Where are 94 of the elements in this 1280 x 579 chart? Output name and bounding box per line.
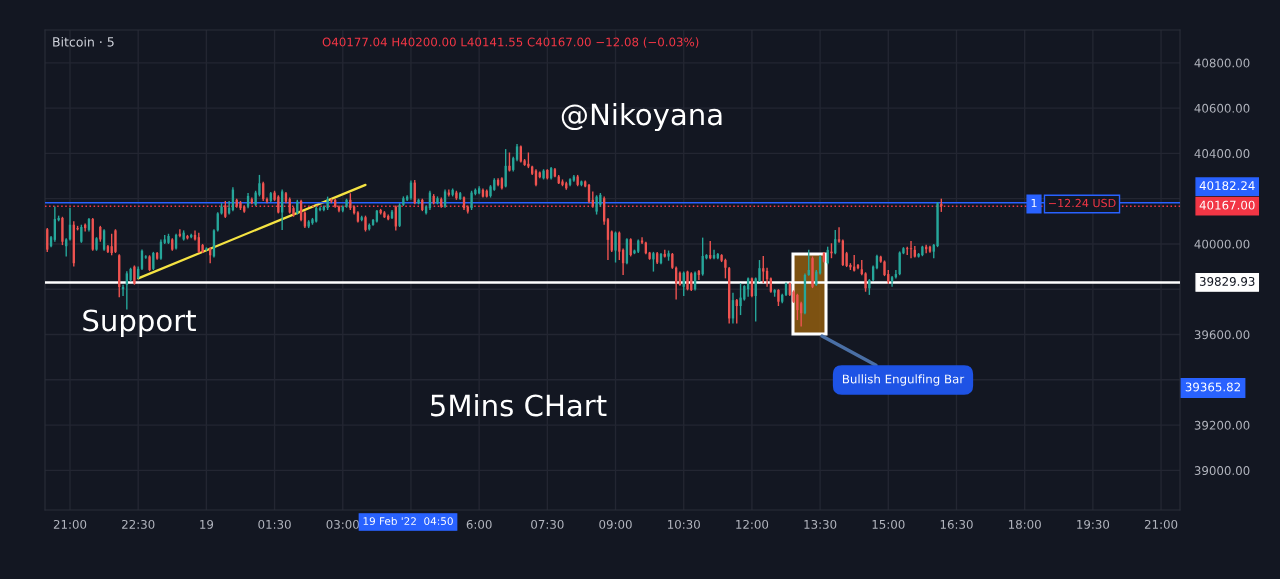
candlestick bbox=[455, 190, 458, 201]
candlestick bbox=[542, 168, 545, 181]
x-tick-label: 16:30 bbox=[940, 519, 973, 529]
annotation: Support bbox=[83, 309, 196, 338]
candlestick bbox=[364, 214, 367, 233]
x-tick-label: 03:00 bbox=[326, 519, 359, 529]
chart-title: Bitcoin · 5 bbox=[53, 36, 114, 47]
annotation: Bullish Engulfing Bar bbox=[842, 374, 965, 386]
y-tick-label: 40400.00 bbox=[1194, 149, 1250, 159]
candlestick bbox=[330, 197, 333, 204]
candlestick bbox=[837, 226, 841, 244]
candlestick bbox=[599, 192, 602, 208]
candlestick bbox=[80, 224, 83, 244]
candlestick bbox=[580, 179, 583, 187]
candlestick bbox=[61, 216, 64, 246]
annotation: 5Mins CHart bbox=[431, 393, 607, 417]
annotation: −12.24 USD bbox=[1048, 198, 1116, 208]
x-tick-label: 19 bbox=[200, 519, 214, 529]
x-tick-label: 10:30 bbox=[668, 519, 700, 529]
x-tick-label: 15:00 bbox=[872, 519, 905, 529]
candlestick bbox=[508, 151, 511, 173]
candlestick bbox=[417, 197, 420, 206]
candlestick bbox=[504, 148, 507, 189]
annotation: 1 bbox=[1031, 198, 1037, 208]
candlestick bbox=[936, 201, 939, 248]
text: 19 Feb '22 04:50 bbox=[363, 516, 453, 526]
candlestick bbox=[345, 197, 348, 209]
candlestick bbox=[667, 249, 670, 262]
candlestick bbox=[561, 178, 564, 187]
candlestick bbox=[307, 219, 310, 229]
x-tick-label: 01:30 bbox=[258, 519, 291, 529]
x-tick-label: 21:00 bbox=[1144, 519, 1178, 529]
candlestick bbox=[182, 229, 185, 242]
x-tick-label: 13:30 bbox=[804, 519, 837, 529]
x-tick-label: 12:00 bbox=[736, 519, 769, 529]
ref-line-label: 40182.24 bbox=[1199, 181, 1255, 191]
candlestick bbox=[898, 250, 901, 276]
x-tick-label: 19:30 bbox=[1077, 519, 1110, 529]
candlestick bbox=[595, 194, 598, 216]
candlestick bbox=[398, 202, 401, 228]
candlestick bbox=[402, 195, 405, 207]
candlestick bbox=[811, 255, 814, 289]
candlestick bbox=[148, 254, 151, 272]
candlestick bbox=[379, 208, 382, 216]
candlestick bbox=[489, 184, 492, 199]
candlestick bbox=[186, 234, 189, 241]
ref-line-label: 39829.93 bbox=[1199, 276, 1255, 286]
candlestick bbox=[864, 271, 867, 293]
candlestick bbox=[167, 233, 170, 245]
y-tick-label: 39600.00 bbox=[1194, 330, 1250, 340]
y-tick-label: 39000.00 bbox=[1194, 466, 1250, 476]
x-tick-label: 09:00 bbox=[599, 519, 632, 529]
candlestick bbox=[777, 288, 780, 307]
candlestick bbox=[470, 190, 473, 211]
candlestick bbox=[277, 194, 280, 215]
candlestick bbox=[451, 187, 454, 198]
candlestick bbox=[349, 192, 352, 211]
candlestick bbox=[114, 228, 117, 254]
candlestick bbox=[762, 255, 765, 285]
x-tick-label: 18:00 bbox=[1008, 519, 1041, 529]
x-tick-label: 22:30 bbox=[122, 519, 155, 529]
candlestick bbox=[739, 282, 742, 316]
annotation: @Nikoyana bbox=[561, 102, 722, 132]
candlestick bbox=[614, 230, 617, 264]
candlestick bbox=[436, 195, 439, 206]
candlestick bbox=[133, 264, 136, 286]
ref-line-label: 40167.00 bbox=[1199, 200, 1255, 210]
candlestick bbox=[224, 200, 227, 219]
candlestick bbox=[773, 288, 776, 298]
candlestick bbox=[686, 269, 689, 292]
text: 39365.82 bbox=[1185, 382, 1240, 392]
x-tick-label: 07:30 bbox=[531, 519, 564, 529]
x-tick-label: 21:00 bbox=[53, 519, 87, 529]
candlestick bbox=[152, 251, 155, 271]
candlestick bbox=[205, 246, 208, 252]
candlestick bbox=[902, 246, 905, 255]
candlestick bbox=[701, 236, 704, 277]
candlestick bbox=[652, 251, 655, 273]
annotation: O40177.04 H40200.00 L40141.55 C40167.00 −12.08 (−0.03%) bbox=[322, 37, 699, 48]
candlestick bbox=[239, 200, 242, 211]
candlestick bbox=[326, 195, 329, 211]
y-tick-label: 40000.00 bbox=[1194, 239, 1250, 249]
y-tick-label: 39200.00 bbox=[1194, 420, 1250, 430]
x-tick-label: 6:00 bbox=[466, 519, 492, 529]
candlestick bbox=[383, 210, 386, 219]
candlestick bbox=[576, 174, 579, 187]
candlestick bbox=[921, 245, 924, 257]
candlestick bbox=[95, 236, 98, 252]
candlestick bbox=[220, 202, 223, 216]
candlestick bbox=[546, 168, 549, 181]
candlestick bbox=[909, 240, 913, 259]
candlestick bbox=[940, 197, 943, 213]
y-tick-label: 40600.00 bbox=[1194, 103, 1250, 113]
y-tick-label: 40800.00 bbox=[1194, 58, 1250, 68]
